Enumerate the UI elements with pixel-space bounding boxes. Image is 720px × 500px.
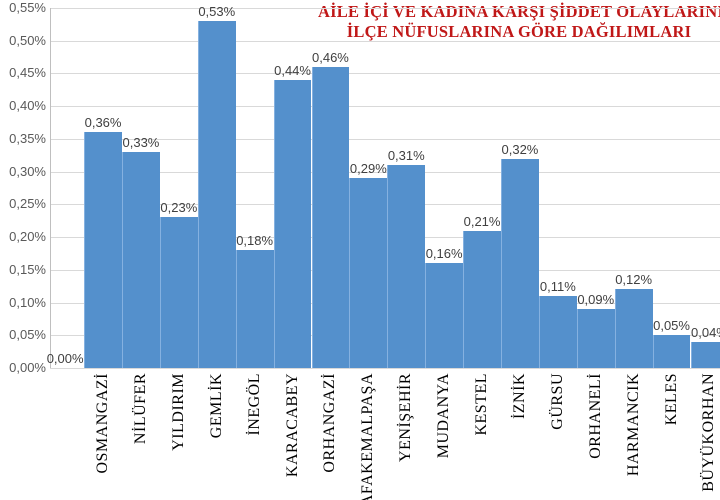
x-axis-category-label: KESTEL — [463, 373, 501, 500]
x-axis-category-label: BÜYÜKORHAN — [691, 373, 720, 500]
bar-value-label: 0,12% — [615, 272, 653, 288]
x-axis-category-label: ORHANELİ — [577, 373, 615, 500]
y-axis-tick-label: 0,55% — [9, 0, 46, 15]
chart-bar — [501, 158, 539, 368]
bar-value-label: 0,16% — [425, 246, 463, 262]
x-axis-category-label — [46, 373, 84, 500]
chart-bar — [652, 335, 691, 368]
x-axis-category-label: HARMANCIK — [615, 373, 653, 500]
x-axis-category-text: YENİŞEHİR — [397, 373, 415, 462]
bar-value-label: 0,09% — [577, 292, 615, 308]
x-axis-category-text: İNEGÖL — [245, 373, 263, 436]
gridline — [50, 40, 720, 42]
chart-bar — [84, 132, 122, 368]
bar-value-label: 0,44% — [274, 63, 311, 78]
x-axis-category-text: MUSTAFAKEMALPAŞA — [359, 373, 377, 500]
x-axis-category-text: KESTEL — [473, 373, 491, 436]
chart-bar — [349, 178, 388, 368]
chart-bar — [538, 296, 577, 368]
bar-value-label: 0,18% — [236, 233, 274, 249]
y-axis-line — [50, 8, 51, 368]
chart-bar — [273, 80, 312, 368]
chart-bar — [235, 250, 274, 368]
y-axis-tick-label: 0,45% — [9, 65, 46, 81]
x-axis-category-text: ORHANELİ — [586, 373, 604, 459]
gridline — [50, 8, 720, 9]
x-axis-category-text: GEMLİK — [207, 373, 225, 439]
chart-bar — [463, 230, 501, 368]
x-axis-category-label: GÜRSU — [539, 373, 577, 500]
gridline — [50, 106, 720, 108]
bar-value-label: 0,11% — [539, 279, 576, 294]
x-axis-category-text: ORHANGAZİ — [321, 373, 339, 473]
x-axis-category-label: MUSTAFAKEMALPAŞA — [349, 373, 387, 500]
x-axis-category-label: YILDIRIM — [160, 373, 198, 500]
gridline — [50, 73, 720, 75]
y-axis-tick-label: 0,25% — [9, 196, 46, 212]
chart-bar — [159, 217, 198, 368]
y-axis-tick-label: 0,30% — [9, 163, 46, 179]
y-axis-tick-label: 0,35% — [9, 130, 46, 146]
y-axis-tick-label: 0,40% — [9, 98, 46, 114]
bar-value-label: 0,32% — [501, 141, 539, 157]
x-axis-category-label: MUDANYA — [425, 373, 463, 500]
x-axis-category-label: ORHANGAZİ — [312, 373, 350, 500]
x-axis-category-text: KELES — [662, 373, 680, 426]
x-axis-category-label: NİLÜFER — [122, 373, 160, 500]
bar-value-label: 0,04% — [691, 324, 720, 340]
x-axis-category-text: MUDANYA — [435, 373, 453, 459]
chart-bar — [311, 66, 350, 368]
y-axis-tick-label: 0,00% — [9, 360, 46, 375]
chart-bar — [576, 309, 615, 368]
x-axis-category-text: KARACABEY — [283, 373, 301, 478]
x-axis-category-label: YENİŞEHİR — [387, 373, 425, 500]
y-axis-tick-label: 0,05% — [9, 327, 46, 343]
x-axis-category-text: İZNİK — [510, 373, 528, 420]
x-axis-category-text: GÜRSU — [548, 373, 566, 430]
bar-value-label: 0,23% — [160, 200, 198, 216]
chart-bar — [614, 289, 653, 368]
x-axis-category-text: NİLÜFER — [131, 373, 149, 445]
bar-value-label: 0,31% — [387, 148, 425, 164]
bar-value-label: 0,53% — [198, 4, 236, 20]
chart-bar — [387, 165, 426, 368]
chart-title-line-2: İLÇE NÜFUSLARINA GÖRE DAĞILIMLARI — [346, 22, 692, 41]
x-axis-category-label: GEMLİK — [198, 373, 236, 500]
y-axis-tick-label: 0,10% — [9, 294, 46, 310]
chart-bar — [690, 341, 720, 368]
x-axis-category-text: OSMANGAZİ — [94, 373, 112, 474]
x-axis-category-label: OSMANGAZİ — [84, 373, 122, 500]
chart-bar — [425, 263, 464, 368]
x-axis-category-label: İZNİK — [501, 373, 539, 500]
y-axis-tick-label: 0,20% — [9, 229, 46, 245]
x-axis-category-text: BÜYÜKORHAN — [700, 373, 718, 492]
x-axis-category-text: YILDIRIM — [169, 373, 187, 451]
bar-value-label: 0,21% — [463, 213, 501, 229]
bar-value-label: 0,00% — [46, 351, 84, 366]
chart-title-line-1: AİLE İÇİ VE KADINA KARŞI ŞİDDET OLAYLARI… — [318, 2, 720, 21]
x-axis-category-label: KARACABEY — [274, 373, 312, 500]
x-axis-category-label: İNEGÖL — [236, 373, 274, 500]
x-axis-category-label: KELES — [653, 373, 691, 500]
chart-bar — [122, 152, 160, 368]
chart-title: AİLE İÇİ VE KADINA KARŞI ŞİDDET OLAYLARI… — [318, 2, 720, 42]
y-axis-tick-label: 0,50% — [9, 32, 46, 48]
bar-value-label: 0,05% — [653, 318, 690, 334]
bar-value-label: 0,36% — [84, 115, 122, 131]
x-axis-category-text: HARMANCIK — [624, 373, 642, 477]
bar-value-label: 0,46% — [312, 49, 349, 65]
bar-value-label: 0,29% — [349, 161, 387, 177]
y-axis-tick-label: 0,15% — [9, 261, 46, 277]
bar-value-label: 0,33% — [122, 135, 160, 150]
gridline — [50, 138, 720, 140]
gridline — [50, 368, 720, 369]
chart-bar — [197, 21, 236, 368]
gridline — [50, 171, 720, 173]
